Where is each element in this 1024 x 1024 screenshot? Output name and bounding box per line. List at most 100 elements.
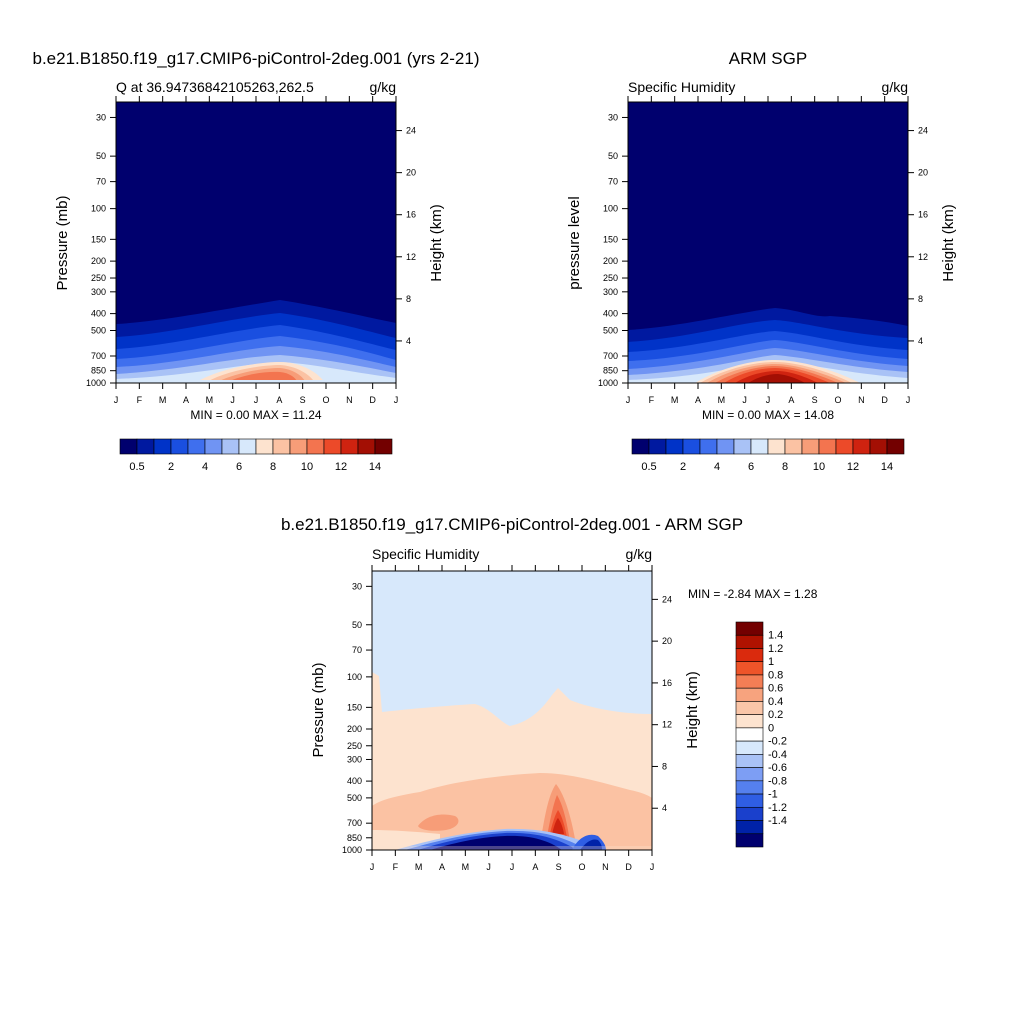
y-tick-label: 70: [352, 645, 362, 655]
x-tick-label: J: [906, 395, 911, 405]
colorbar-label: 1.2: [768, 643, 783, 655]
panel-obs-ylabel-right: Height (km): [940, 204, 957, 282]
y2-tick-label: 24: [918, 126, 928, 136]
colorbar-label: 2: [168, 461, 174, 473]
colorbar-label: 6: [236, 461, 242, 473]
colorbar-swatch: [735, 727, 764, 742]
y2-tick-label: 20: [662, 636, 672, 646]
colorbar-swatch: [735, 661, 764, 676]
colorbar-swatch: [699, 438, 718, 455]
y-tick-label: 200: [91, 256, 106, 266]
colorbar-swatch: [735, 793, 764, 808]
colorbar-swatch: [272, 438, 291, 455]
panel-model-minmax: MIN = 0.00 MAX = 11.24: [190, 408, 322, 422]
y2-tick-label: 8: [662, 761, 667, 771]
y-tick-label: 400: [347, 776, 362, 786]
y2-tick-label: 12: [406, 252, 416, 262]
panel-diff: b.e21.B1850.f19_g17.CMIP6-piControl-2deg…: [281, 515, 818, 872]
colorbar-label: 1: [768, 656, 774, 668]
colorbar-label: 12: [847, 461, 859, 473]
panel-diff-field: [372, 571, 652, 850]
colorbar-swatch: [631, 438, 650, 455]
colorbar-label: 4: [202, 461, 208, 473]
y-tick-label: 850: [347, 833, 362, 843]
x-tick-label: J: [650, 862, 655, 872]
colorbar-swatch: [767, 438, 786, 455]
y-tick-label: 400: [91, 309, 106, 319]
x-tick-label: N: [858, 395, 865, 405]
x-tick-label: M: [206, 395, 214, 405]
panel-obs-units: g/kg: [882, 79, 908, 95]
colorbar-label: 0.4: [768, 696, 783, 708]
colorbar-swatch: [835, 438, 854, 455]
x-tick-label: F: [393, 862, 399, 872]
colorbar-label: -1: [768, 789, 778, 801]
colorbar-label: -0.2: [768, 736, 787, 748]
colorbar-swatch: [886, 438, 905, 455]
colorbar-label: 2: [680, 461, 686, 473]
y-tick-label: 150: [603, 234, 618, 244]
y-tick-label: 400: [603, 309, 618, 319]
colorbar-label: 0.6: [768, 683, 783, 695]
y-tick-label: 50: [608, 151, 618, 161]
x-tick-label: A: [695, 395, 701, 405]
panel-diff-axes: J F M A M J J A S O N D J 30 50 70 100 150 200 250 300 400 500…: [342, 565, 672, 872]
x-tick-label: J: [394, 395, 399, 405]
panel-obs: ARM SGP Specific Humidity g/kg J F M A M J J A S…: [566, 49, 957, 473]
y-tick-label: 1000: [598, 378, 618, 388]
x-tick-label: A: [788, 395, 794, 405]
panel-diff-ylabel-right: Height (km): [684, 671, 701, 749]
panel-obs-field: [628, 102, 908, 383]
y-tick-label: 850: [603, 366, 618, 376]
x-tick-label: F: [649, 395, 655, 405]
x-tick-label: O: [322, 395, 329, 405]
x-tick-label: J: [230, 395, 235, 405]
colorbar-label: 0.8: [768, 669, 783, 681]
x-tick-label: M: [159, 395, 167, 405]
colorbar-swatch: [735, 780, 764, 795]
y2-tick-label: 12: [662, 720, 672, 730]
panel-model-field: [116, 102, 396, 383]
y-tick-label: 70: [608, 177, 618, 187]
colorbar-swatch: [289, 438, 308, 455]
y-tick-label: 1000: [86, 378, 106, 388]
y-tick-label: 150: [347, 702, 362, 712]
y-tick-label: 700: [91, 351, 106, 361]
y-tick-label: 250: [347, 741, 362, 751]
y2-tick-label: 20: [918, 168, 928, 178]
x-tick-label: N: [602, 862, 609, 872]
y2-tick-label: 8: [918, 294, 923, 304]
colorbar-label: 0.2: [768, 709, 783, 721]
panel-diff-colorbar: 1.41.210.80.60.40.20-0.2-0.4-0.6-0.8-1-1…: [735, 621, 787, 848]
y2-tick-label: 16: [662, 678, 672, 688]
x-tick-label: F: [137, 395, 143, 405]
panel-diff-minmax: MIN = -2.84 MAX = 1.28: [688, 587, 818, 601]
colorbar-label: 1.4: [768, 630, 783, 642]
panel-obs-title: ARM SGP: [729, 49, 807, 68]
y-tick-label: 250: [91, 273, 106, 283]
colorbar-label: 14: [881, 461, 893, 473]
y2-tick-label: 4: [662, 803, 667, 813]
colorbar-swatch: [204, 438, 223, 455]
colorbar-swatch: [801, 438, 820, 455]
x-tick-label: J: [626, 395, 631, 405]
x-tick-label: M: [718, 395, 726, 405]
colorbar-swatch: [221, 438, 240, 455]
colorbar-label: 0: [768, 722, 774, 734]
x-tick-label: J: [254, 395, 259, 405]
colorbar-swatch: [818, 438, 837, 455]
colorbar-swatch: [735, 621, 764, 636]
colorbar-swatch: [187, 438, 206, 455]
colorbar-label: -0.4: [768, 749, 787, 761]
colorbar-swatch: [682, 438, 701, 455]
panel-model-colorbar: 0.5 2 4 6 8 10 12 14: [119, 438, 393, 473]
colorbar-swatch: [735, 740, 764, 755]
colorbar-label: -1.2: [768, 802, 787, 814]
panel-model-axes: J F M A M J J A S O N D J 30 50 70 100 150 200 250 300 400 500…: [86, 96, 416, 405]
x-tick-label: S: [812, 395, 818, 405]
colorbar-swatch: [869, 438, 888, 455]
colorbar-swatch: [306, 438, 325, 455]
colorbar-swatch: [735, 806, 764, 821]
colorbar-swatch: [735, 687, 764, 702]
